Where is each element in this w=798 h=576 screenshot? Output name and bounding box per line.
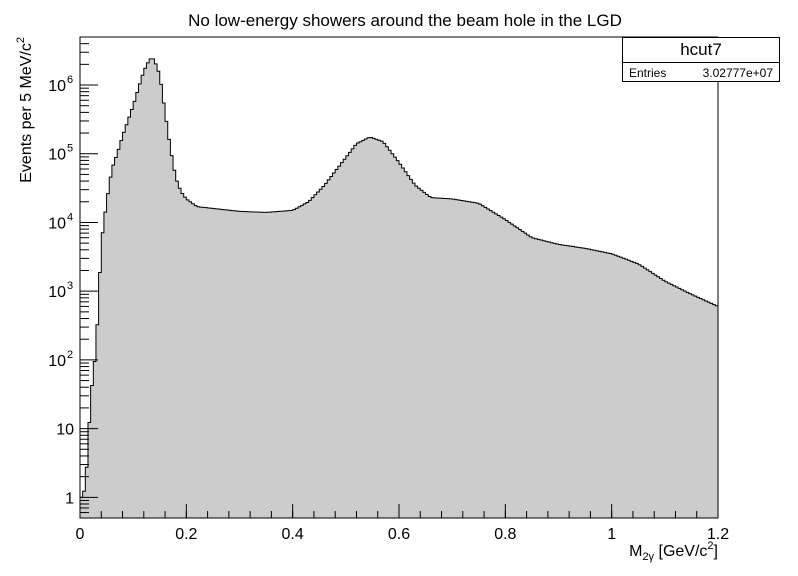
y-axis-label: Events per 5 MeV/c2: [15, 37, 35, 183]
stats-histogram-name: hcut7: [623, 38, 779, 63]
stats-entries-label: Entries: [629, 66, 667, 80]
histogram-layer: [79, 58, 719, 519]
y-tick-exponent: 5: [67, 143, 73, 155]
x-tick-label: 0.2: [175, 526, 197, 543]
y-tick-label: 10: [48, 284, 66, 301]
y-tick-label: 10: [48, 353, 66, 370]
x-tick-label: 0.8: [494, 526, 516, 543]
x-tick-label: 0: [76, 526, 85, 543]
x-tick-label: 1: [607, 526, 616, 543]
chart-title: No low-energy showers around the beam ho…: [188, 11, 622, 30]
y-tick-label: 10: [48, 147, 66, 164]
stats-box: hcut7 Entries 3.02777e+07: [622, 37, 780, 82]
histogram-bars: [79, 58, 719, 519]
stats-entries-value: 3.02777e+07: [702, 66, 773, 80]
y-tick-label: 10: [48, 215, 66, 232]
y-tick-exponent: 3: [67, 280, 73, 292]
x-tick-label: 0.4: [282, 526, 304, 543]
y-tick-exponent: 6: [67, 74, 73, 86]
x-tick-label: 1.2: [707, 526, 729, 543]
y-tick-exponent: 4: [67, 211, 73, 223]
stats-entries-row: Entries 3.02777e+07: [623, 63, 779, 83]
y-tick-label: 10: [56, 422, 74, 439]
y-tick-label: 10: [48, 78, 66, 95]
y-tick-exponent: 2: [67, 349, 73, 361]
y-tick-label: 1: [65, 490, 74, 507]
x-tick-label: 0.6: [388, 526, 410, 543]
x-axis-label: M2γ [GeV/c2]: [629, 540, 718, 563]
